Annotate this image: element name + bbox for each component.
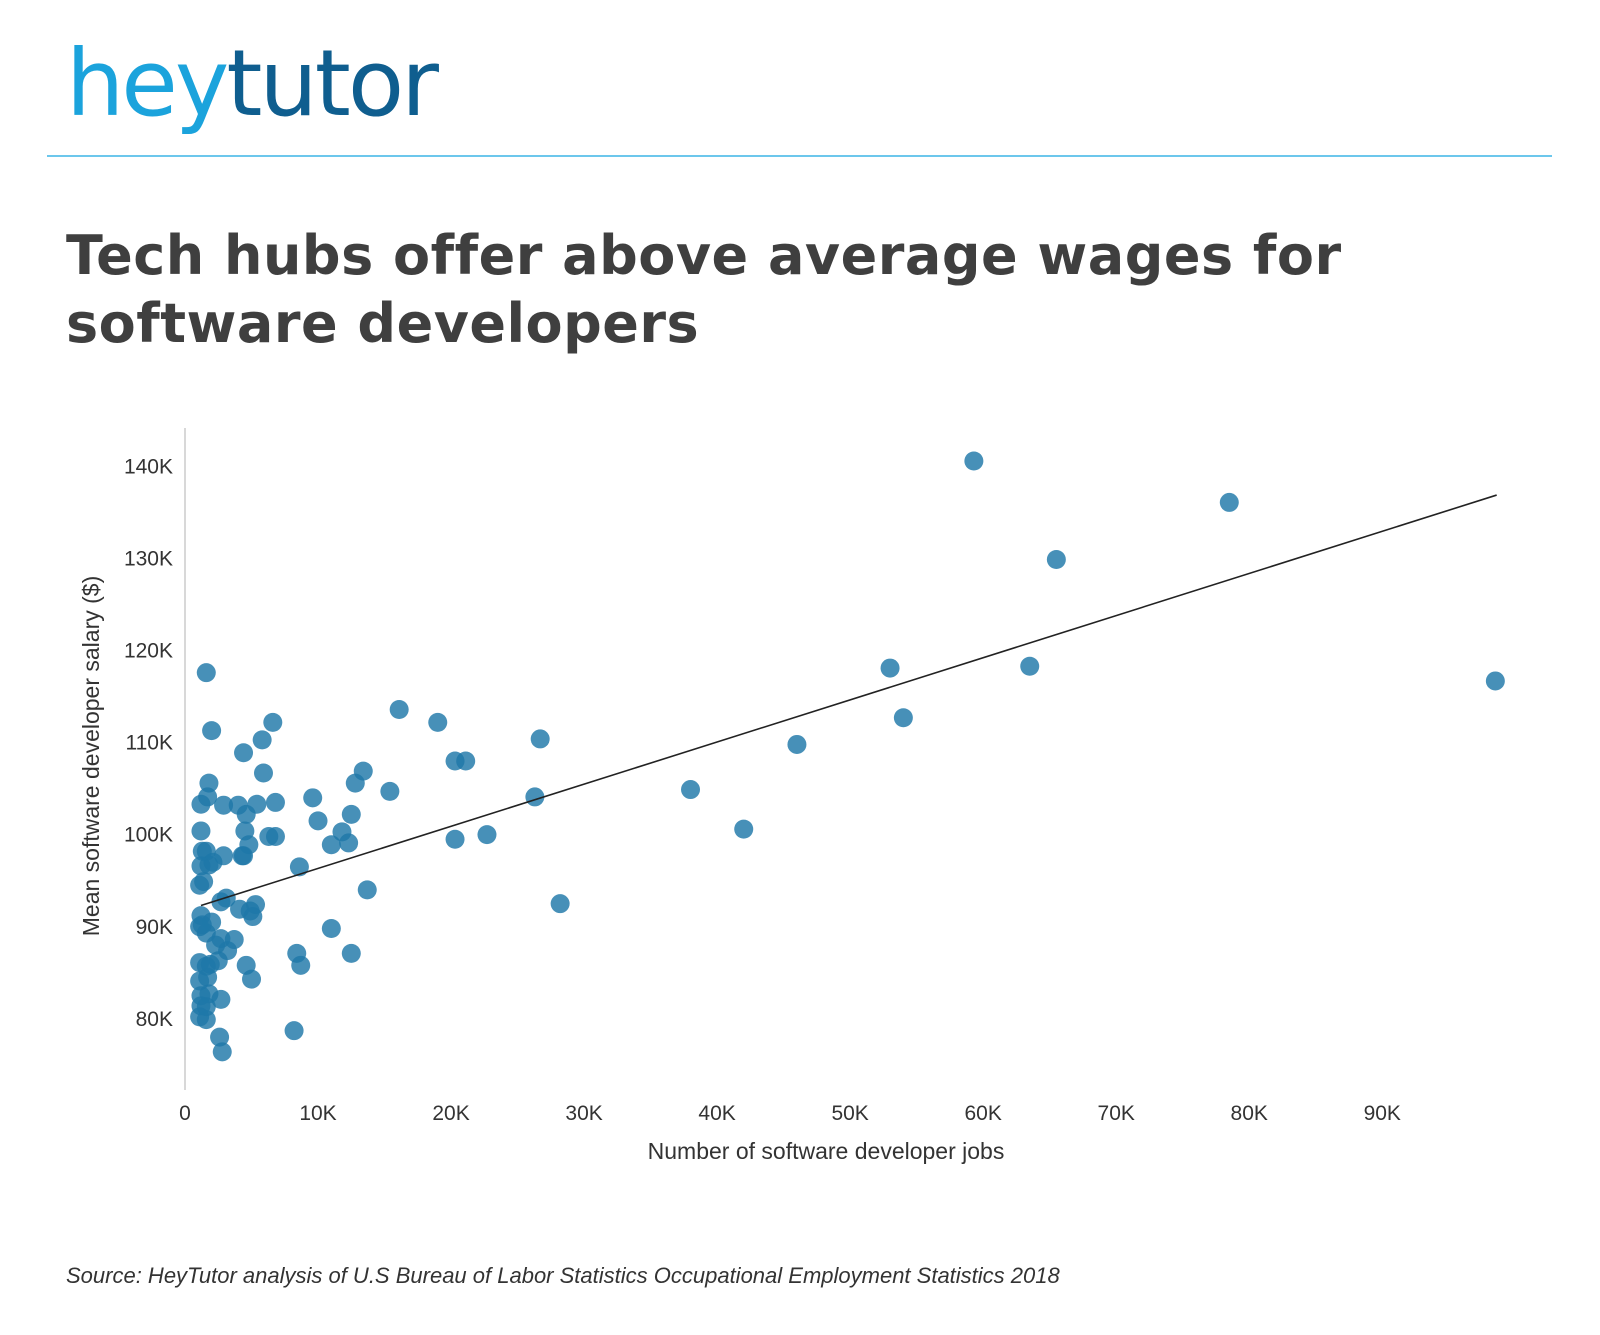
data-point (228, 795, 248, 815)
data-point (332, 822, 352, 842)
data-point (1485, 671, 1505, 691)
data-point (345, 773, 365, 793)
data-point (787, 734, 807, 754)
data-point (321, 835, 341, 855)
y-tick-label: 110K (126, 732, 174, 755)
x-tick-label: 0 (179, 1102, 191, 1125)
data-point (191, 794, 211, 814)
data-point (263, 712, 283, 732)
data-point (550, 894, 570, 914)
chart-title: Tech hubs offer above average wages for … (66, 224, 1342, 355)
x-tick-label: 80K (1231, 1102, 1268, 1125)
x-tick-label: 60K (964, 1102, 1001, 1125)
scatter-chart: 80K 90K 100K 110K 120K 130K 140K 0 10K 20K 30K 40K 5… (78, 428, 1505, 1164)
y-tick-label: 130K (124, 548, 173, 571)
data-point (880, 658, 900, 678)
data-point (234, 743, 254, 763)
data-point (893, 708, 913, 728)
y-tick-label: 100K (124, 824, 173, 847)
data-point (236, 955, 256, 975)
data-point (230, 899, 250, 919)
data-point (321, 919, 341, 939)
header-divider (47, 155, 1552, 157)
source-note: Source: HeyTutor analysis of U.S Bureau … (66, 1263, 1060, 1288)
y-tick-label: 120K (124, 640, 173, 663)
data-point (191, 821, 211, 841)
data-point (303, 788, 323, 808)
x-tick-label: 50K (831, 1102, 868, 1125)
data-point (1046, 549, 1066, 569)
data-point (192, 841, 212, 861)
data-point (190, 1007, 210, 1027)
logo-part-hey: hey (66, 30, 229, 137)
data-point (445, 829, 465, 849)
data-point (1020, 656, 1040, 676)
logo-part-tutor: tutor (226, 30, 439, 137)
data-point (210, 1027, 230, 1047)
data-point (530, 729, 550, 749)
data-point (191, 856, 211, 876)
data-point (190, 917, 210, 937)
data-point (380, 781, 400, 801)
y-axis-title: Mean software developer salary ($) (78, 576, 104, 937)
data-point (1219, 492, 1239, 512)
data-point (202, 721, 222, 741)
data-point (291, 955, 311, 975)
data-point (389, 699, 409, 719)
data-point (252, 730, 272, 750)
y-tick-label: 80K (136, 1008, 173, 1031)
x-tick-label: 10K (299, 1102, 336, 1125)
data-point (212, 1042, 232, 1062)
data-point (190, 953, 210, 973)
y-tick-label: 140K (124, 456, 173, 479)
data-point (428, 712, 448, 732)
data-point (235, 821, 255, 841)
x-tick-label: 20K (432, 1102, 469, 1125)
data-point (196, 663, 216, 683)
data-point (190, 875, 210, 895)
y-tick-label: 90K (136, 916, 173, 939)
data-point (681, 780, 701, 800)
chart-points (190, 451, 1505, 1062)
data-point (284, 1021, 304, 1041)
x-tick-label: 40K (698, 1102, 735, 1125)
data-point (456, 751, 476, 771)
data-point (199, 773, 219, 793)
chart-axes: 80K 90K 100K 110K 120K 130K 140K 0 10K 20K 30K 40K 5… (124, 428, 1401, 1125)
x-tick-label: 30K (565, 1102, 602, 1125)
data-point (265, 792, 285, 812)
data-point (214, 795, 234, 815)
trend-line (200, 494, 1497, 907)
data-point (734, 819, 754, 839)
data-point (477, 825, 497, 845)
x-tick-label: 90K (1364, 1102, 1401, 1125)
data-point (964, 451, 984, 471)
data-point (259, 826, 279, 846)
data-point (341, 804, 361, 824)
data-point (190, 971, 210, 991)
data-point (308, 811, 328, 831)
data-point (289, 857, 309, 877)
data-point (341, 943, 361, 963)
heytutor-logo: heytutor (66, 38, 439, 130)
x-axis-title: Number of software developer jobs (648, 1138, 1005, 1164)
data-point (253, 763, 273, 783)
data-point (357, 880, 377, 900)
data-point (232, 846, 252, 866)
chart-trendline (200, 494, 1497, 907)
x-tick-label: 70K (1098, 1102, 1135, 1125)
